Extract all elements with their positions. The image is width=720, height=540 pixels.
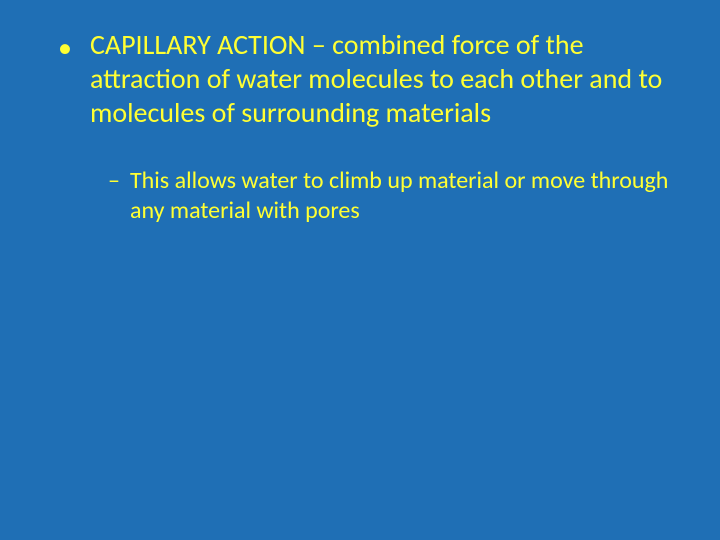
bullet-level2: – This allows water to climb up material…: [108, 166, 672, 226]
bullet-text-l1: CAPILLARY ACTION – combined force of the…: [90, 28, 672, 130]
bullet-level1: • CAPILLARY ACTION – combined force of t…: [58, 28, 672, 130]
bullet-marker-l1: •: [58, 30, 72, 65]
bullet-text-l2: This allows water to climb up material o…: [130, 166, 672, 226]
slide-container: • CAPILLARY ACTION – combined force of t…: [0, 0, 720, 540]
bullet-marker-l2: –: [108, 166, 120, 196]
